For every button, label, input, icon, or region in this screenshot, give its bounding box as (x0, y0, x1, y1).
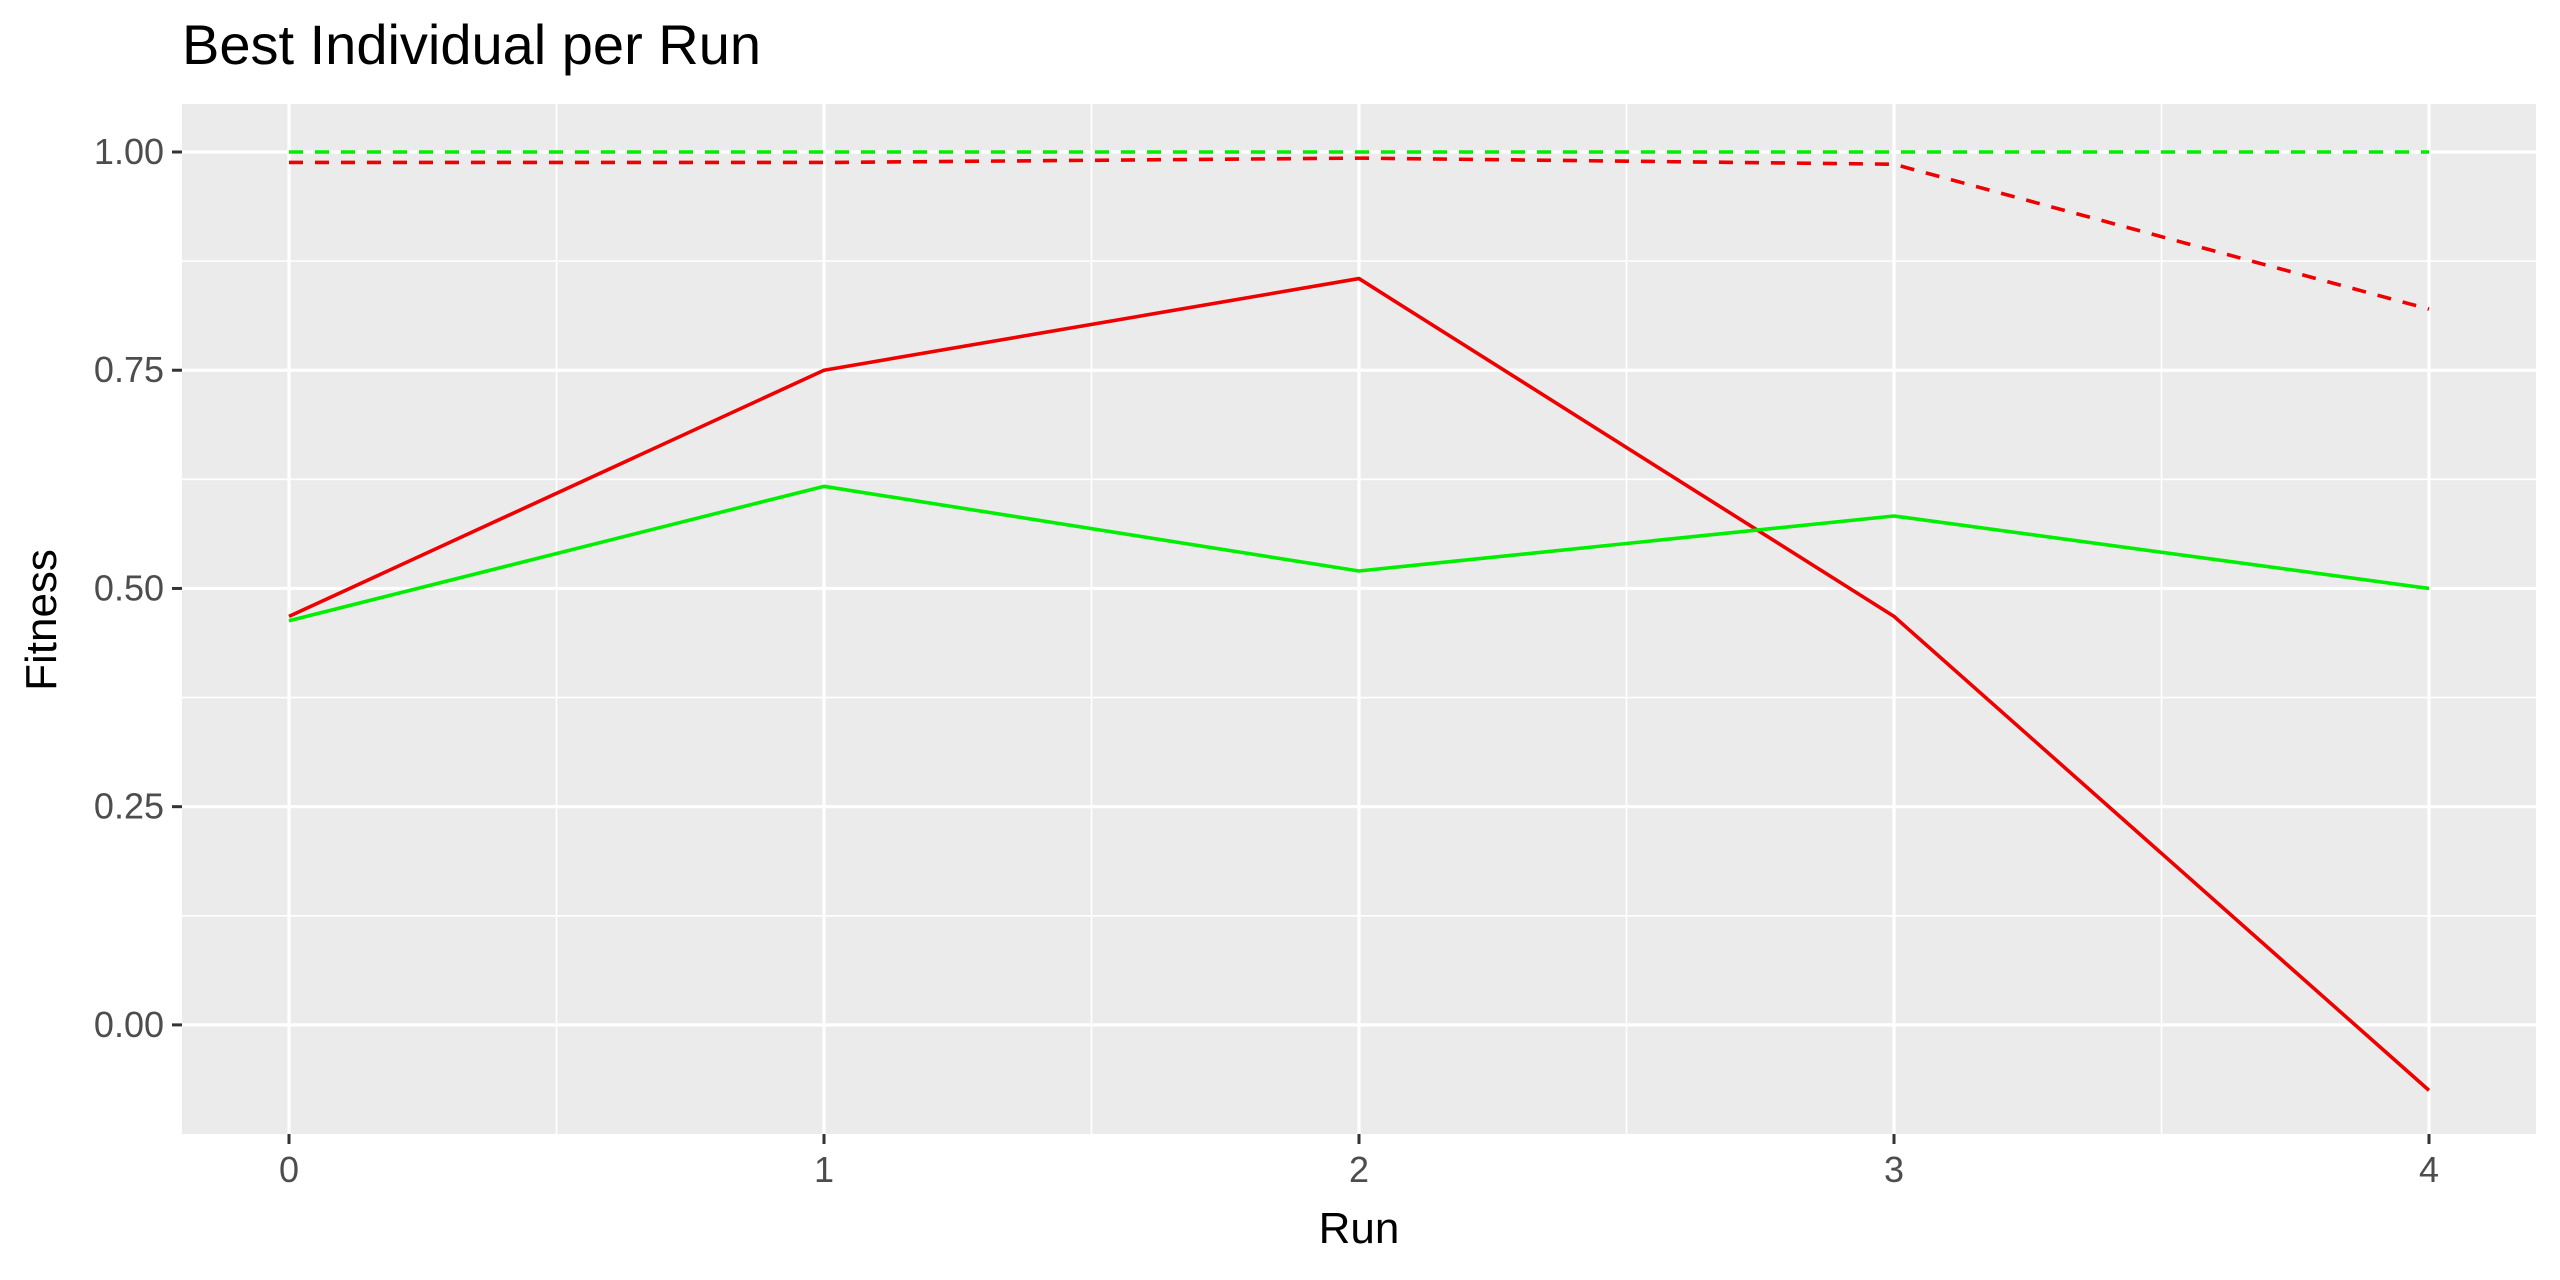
y-tick-label: 0.25 (94, 786, 164, 827)
x-tick-label: 0 (279, 1149, 299, 1190)
series-layer (288, 150, 2431, 1092)
x-tick-label: 3 (1884, 1149, 1904, 1190)
x-tick-label: 4 (2419, 1149, 2439, 1190)
y-tick-label: 0.75 (94, 349, 164, 390)
x-tick-label: 1 (814, 1149, 834, 1190)
series-line-4 (288, 484, 2430, 623)
x-tick-label: 2 (1349, 1149, 1369, 1190)
series-line-2 (289, 156, 2430, 311)
chart-title: Best Individual per Run (182, 13, 761, 76)
y-axis: 0.00 0.25 0.50 0.75 1.00 (94, 131, 182, 1045)
y-tick-label: 0.50 (94, 567, 164, 608)
x-axis-title: Run (1319, 1204, 1400, 1253)
y-axis-title: Fitness (17, 549, 66, 691)
x-axis: 0 1 2 3 4 (279, 1134, 2439, 1190)
y-tick-label: 0.00 (94, 1004, 164, 1045)
series-line-3 (288, 276, 2431, 1092)
y-tick-label: 1.00 (94, 131, 164, 172)
